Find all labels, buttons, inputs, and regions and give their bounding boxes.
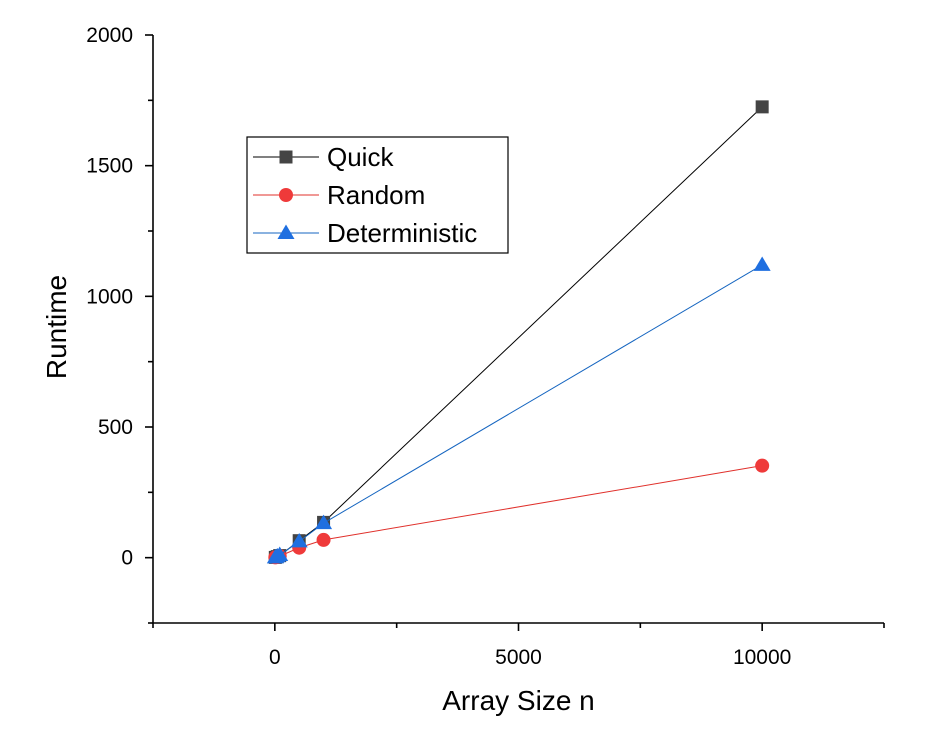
legend-label: Quick (327, 142, 394, 172)
data-point (290, 532, 308, 548)
legend-marker (279, 188, 293, 202)
series-deterministic (266, 256, 771, 564)
legend-marker (277, 224, 295, 239)
legend-marker (279, 150, 293, 164)
data-point (755, 458, 770, 473)
data-point (316, 532, 331, 547)
x-tick-label: 0 (269, 646, 281, 669)
series-line (275, 465, 763, 558)
y-tick-label: 500 (98, 416, 133, 439)
legend-label: Random (327, 180, 425, 210)
series-layer (266, 100, 771, 565)
legend-item: Quick (253, 142, 394, 172)
legend-label: Deterministic (327, 218, 477, 248)
series-line (275, 264, 763, 558)
y-tick-label: 2000 (86, 24, 133, 47)
x-tick-label: 10000 (733, 646, 791, 669)
axes: 0 500 1000 1500 2000 0 5000 10000 (86, 24, 885, 669)
data-point (315, 514, 333, 530)
legend: Quick Random Deterministic (246, 136, 509, 254)
y-tick-label: 1500 (86, 155, 133, 178)
x-tick-label: 5000 (495, 646, 542, 669)
data-point (271, 546, 289, 562)
y-tick-label: 1000 (86, 285, 133, 308)
data-point (755, 100, 769, 114)
x-axis-title: Array Size n (442, 685, 595, 716)
data-point (753, 256, 771, 271)
legend-item: Random (253, 180, 425, 210)
y-axis-title: Runtime (41, 275, 72, 379)
legend-item: Deterministic (253, 218, 477, 248)
y-tick-label: 0 (121, 547, 133, 570)
